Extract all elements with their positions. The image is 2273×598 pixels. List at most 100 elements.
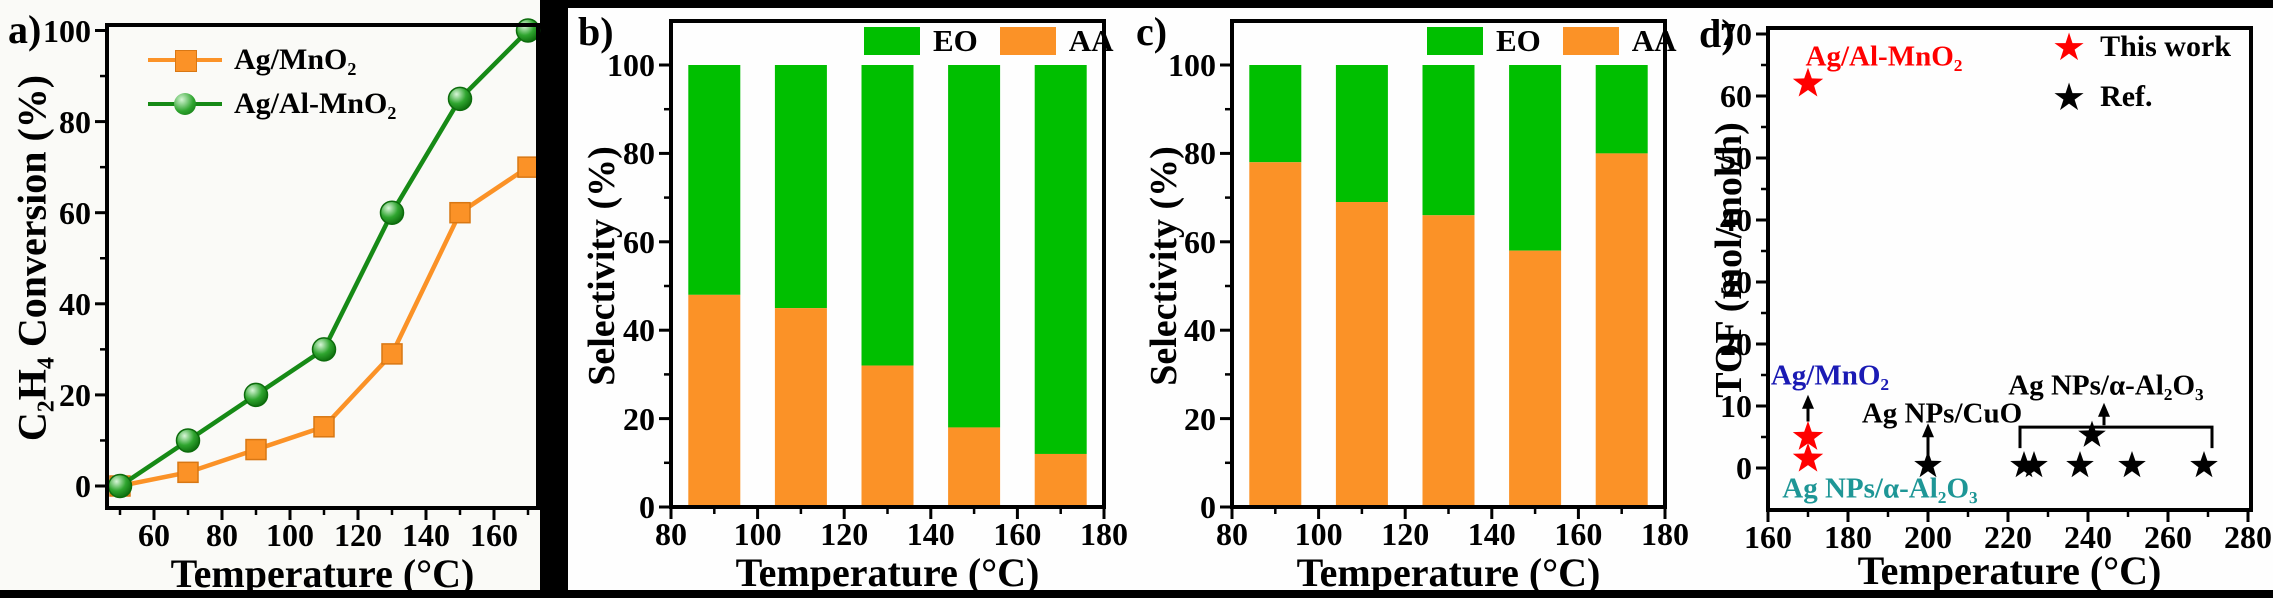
panel-b-x-tick-label: 120 xyxy=(820,516,869,552)
red-star-icon: ★ xyxy=(2052,25,2087,69)
annotation-ag-mno2: Ag/MnO₂ xyxy=(1770,359,1890,392)
panel-b-x-tick-label: 180 xyxy=(1080,516,1128,552)
bar-aa-segment xyxy=(1509,250,1562,507)
panel-c-y-tick-label: 80 xyxy=(1184,135,1216,172)
data-point-square xyxy=(381,343,403,365)
panel-d-y-tick-label: 0 xyxy=(1736,450,1752,486)
panel-a-x-tick-label: 160 xyxy=(470,517,518,553)
legend-label: EO xyxy=(933,23,978,58)
data-point-circle xyxy=(379,200,405,225)
bar-aa-segment xyxy=(774,308,827,507)
legend-item: ★ Ref. xyxy=(2052,72,2231,122)
panel-a-y-tick-label: 80 xyxy=(59,103,91,140)
legend-label: AA xyxy=(1631,23,1677,58)
panel-c-y-tick-label: 40 xyxy=(1184,312,1216,349)
annotation-bracket xyxy=(2018,425,2214,449)
bar-eo-segment xyxy=(948,65,1001,428)
bar-eo-segment xyxy=(861,65,914,366)
panel-d-legend: ★ This work ★ Ref. xyxy=(2052,22,2231,122)
legend-label: Ref. xyxy=(2100,80,2153,113)
annotation-ag-al-mno2: Ag/Al-MnO₂ xyxy=(1805,40,1963,73)
eo-color-swatch-icon xyxy=(1427,27,1483,55)
panel-d-letter: d) xyxy=(1699,11,1735,56)
panel-d-y-tick-label: 30 xyxy=(1720,264,1752,300)
panels-bcd-background xyxy=(568,8,2273,590)
panel-c-x-tick-label: 160 xyxy=(1554,516,1603,552)
panel-d-y-tick-label: 10 xyxy=(1720,388,1752,424)
legend-label: AA xyxy=(1068,23,1114,58)
panel-c-y-tick-label: 20 xyxy=(1184,400,1216,437)
panel-a-plot-frame xyxy=(105,23,540,510)
annotation-arrow-head xyxy=(1922,423,1934,438)
panel-a-y-tick-label: 0 xyxy=(75,468,91,504)
panel-b-x-tick-label: 100 xyxy=(733,516,782,552)
panel-c-x-tick-label: 140 xyxy=(1467,516,1516,552)
panel-b-xaxis-title: Temperature (°C) xyxy=(735,550,1040,595)
panel-d-x-tick-label: 260 xyxy=(2144,519,2192,555)
panel-d-x-tick-label: 160 xyxy=(1744,519,1792,555)
panel-d-xaxis-title: Temperature (°C) xyxy=(1857,548,2162,593)
bar-eo-segment xyxy=(1034,65,1087,454)
panel-d-x-tick-label: 180 xyxy=(1824,519,1872,555)
legend-item: Ag/Al-MnO₂ xyxy=(148,82,396,126)
bar-eo-segment xyxy=(1509,65,1562,251)
legend-label: Ag/MnO₂ xyxy=(234,43,357,76)
star-marker xyxy=(2078,420,2106,447)
annotation-ag-nps-alumina-right: Ag NPs/α-Al₂O₃ xyxy=(2008,369,2204,402)
panel-d-x-tick-label: 220 xyxy=(1984,519,2032,555)
bar-eo-segment xyxy=(688,65,741,295)
panel-c-yaxis-title: Selectivity (%) xyxy=(1143,146,1185,386)
panel-a-x-tick-label: 120 xyxy=(334,517,382,553)
legend-label: EO xyxy=(1496,23,1541,58)
panel-c-x-tick-label: 120 xyxy=(1381,516,1430,552)
panel-d-x-tick-label: 280 xyxy=(2224,519,2272,555)
data-point-circle xyxy=(243,382,269,408)
panel-a-legend: Ag/MnO₂ Ag/Al-MnO₂ xyxy=(148,38,396,126)
panel-b-y-tick-label: 20 xyxy=(623,400,655,437)
panel-c-y-tick-label: 0 xyxy=(1200,489,1216,525)
aa-color-swatch-icon xyxy=(999,27,1056,55)
panel-b-letter: b) xyxy=(578,9,614,54)
panel-b-plot-frame xyxy=(669,19,1106,509)
data-point-circle xyxy=(175,428,201,453)
annotation-arrow-head xyxy=(2098,402,2110,417)
bar-aa-segment xyxy=(1595,153,1648,507)
annotation-arrow-head xyxy=(1802,394,1814,409)
panel-b-yaxis-title: Selectivity (%) xyxy=(581,146,623,386)
data-point-circle xyxy=(311,337,337,362)
panel-d-y-tick-label: 50 xyxy=(1720,140,1752,176)
bar-eo-segment xyxy=(1249,65,1302,163)
panel-a-xaxis-title: Temperature (°C) xyxy=(170,551,475,596)
bar-eo-segment xyxy=(774,65,827,309)
panel-a-x-tick-label: 60 xyxy=(138,517,170,553)
panel-c-letter: c) xyxy=(1136,9,1168,54)
legend-label: This work xyxy=(2100,30,2231,63)
star-marker xyxy=(2066,451,2094,478)
panel-c-y-tick-label: 100 xyxy=(1168,47,1216,83)
star-marker xyxy=(1914,451,1942,478)
panel-d-x-tick-label: 200 xyxy=(1904,519,1952,555)
bar-eo-segment xyxy=(1422,65,1475,216)
panel-d-y-tick-label: 20 xyxy=(1720,326,1752,362)
panel-a-y-tick-label: 20 xyxy=(59,376,91,413)
bar-eo-segment xyxy=(1335,65,1388,203)
panel-a-letter: a) xyxy=(8,7,42,52)
star-marker xyxy=(2010,451,2038,478)
panel-c-x-tick-label: 180 xyxy=(1641,516,1689,552)
orange-line-square-marker-icon xyxy=(148,49,222,72)
eo-color-swatch-icon xyxy=(864,27,920,55)
data-point-circle xyxy=(107,473,133,499)
panel-a-y-tick-label: 100 xyxy=(43,12,91,49)
data-point-square xyxy=(449,201,471,224)
bar-aa-segment xyxy=(1422,215,1475,507)
data-point-square xyxy=(245,438,267,461)
panel-b-y-tick-label: 80 xyxy=(623,135,655,172)
legend-label: Ag/Al-MnO₂ xyxy=(234,87,397,120)
panel-d-y-tick-label: 40 xyxy=(1720,202,1752,238)
aa-color-swatch-icon xyxy=(1562,27,1619,55)
data-point-circle xyxy=(447,86,473,112)
panel-a-x-tick-label: 80 xyxy=(206,517,238,553)
panel-c-x-tick-label: 80 xyxy=(1216,516,1248,552)
